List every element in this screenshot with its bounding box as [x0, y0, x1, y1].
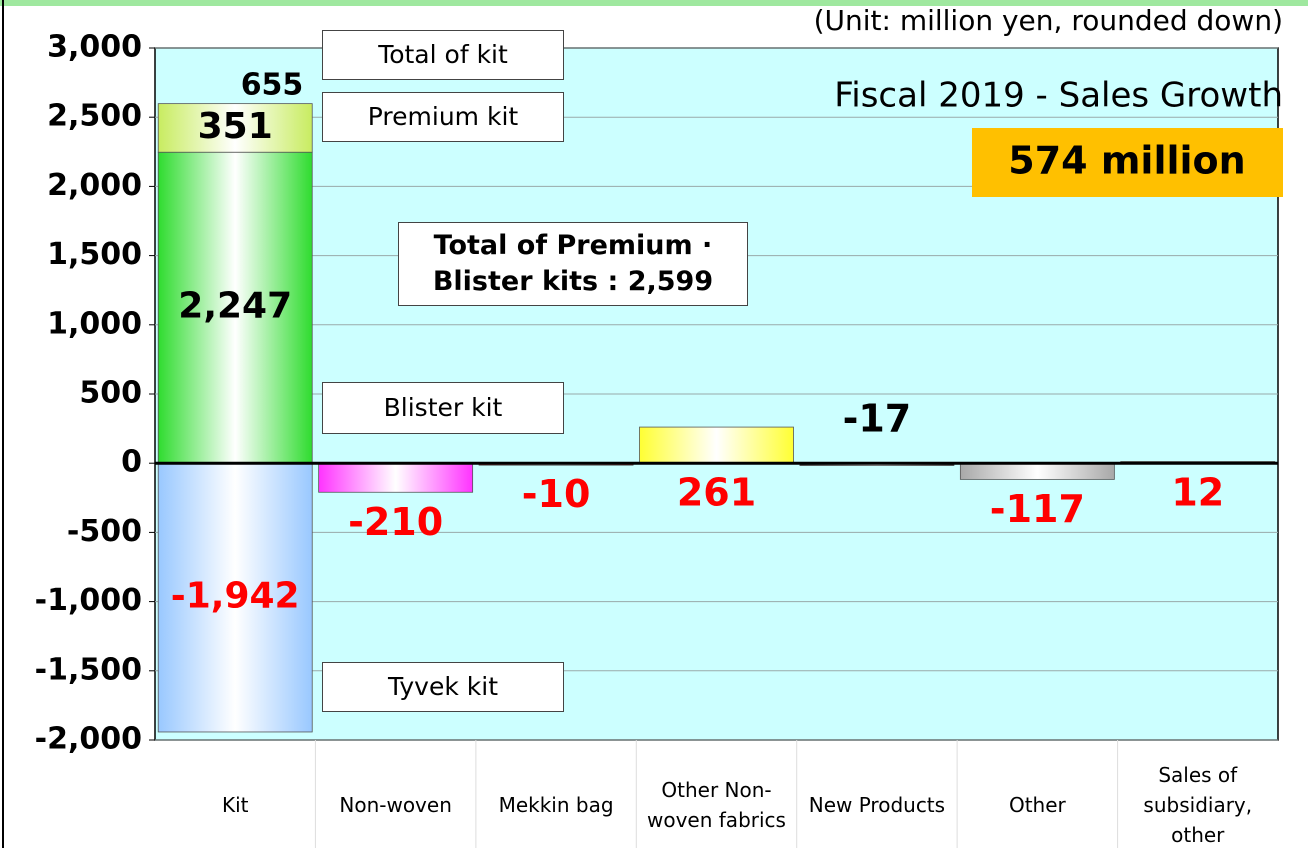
- value-label: 12: [1171, 471, 1224, 515]
- title-strip: [0, 0, 1308, 6]
- x-tick-label: Other Non-woven fabrics: [647, 778, 786, 832]
- value-label: 351: [198, 106, 273, 147]
- bar: [157, 103, 313, 153]
- annotation: Total of Premium · Blister kits : 2,599: [398, 222, 748, 306]
- y-tick-label: 1,500: [47, 237, 142, 272]
- y-tick-label: 0: [121, 445, 142, 480]
- y-tick-label: -1,000: [35, 583, 142, 618]
- highlight-box: [972, 128, 1283, 197]
- value-label: -210: [348, 500, 443, 544]
- x-tick-label: Kit: [221, 793, 249, 817]
- x-tick-label: New Products: [808, 793, 946, 817]
- bar: [639, 426, 794, 464]
- y-tick-label: 1,000: [47, 306, 142, 341]
- bar: [157, 151, 313, 464]
- bar: [959, 462, 1115, 480]
- highlight: 574 million: [1008, 139, 1245, 183]
- y-tick-label: 3,000: [47, 30, 142, 65]
- value-label: 2,247: [178, 286, 292, 327]
- value-label: -17: [843, 397, 912, 441]
- series-label: Tyvek kit: [322, 662, 564, 712]
- y-tick-label: 2,500: [47, 99, 142, 134]
- value-label: -117: [990, 487, 1085, 531]
- x-tick-label: Sales of subsidiary, other: [1143, 763, 1253, 847]
- x-tick-label: Mekkin bag: [498, 793, 614, 817]
- kit-total-value: 655: [241, 68, 304, 103]
- bar: [157, 462, 313, 733]
- chart-title: Fiscal 2019 - Sales Growth: [834, 76, 1283, 116]
- y-tick-label: -2,000: [35, 722, 142, 757]
- kit-total-label: Total of kit: [322, 30, 564, 80]
- value-label: -10: [522, 472, 591, 516]
- y-tick-label: 500: [79, 376, 142, 411]
- series-label: Premium kit: [322, 92, 564, 142]
- unit-note: (Unit: million yen, rounded down): [814, 4, 1283, 37]
- x-tick-label: Other: [1008, 793, 1066, 817]
- y-tick-label: -500: [67, 514, 142, 549]
- value-label: -1,942: [171, 576, 300, 617]
- y-tick-label: 2,000: [47, 168, 142, 203]
- y-tick-label: -1,500: [35, 652, 142, 687]
- series-label: Blister kit: [322, 382, 564, 434]
- bar: [318, 462, 474, 493]
- x-tick-label: Non-woven: [339, 793, 452, 817]
- value-label: 261: [677, 471, 756, 515]
